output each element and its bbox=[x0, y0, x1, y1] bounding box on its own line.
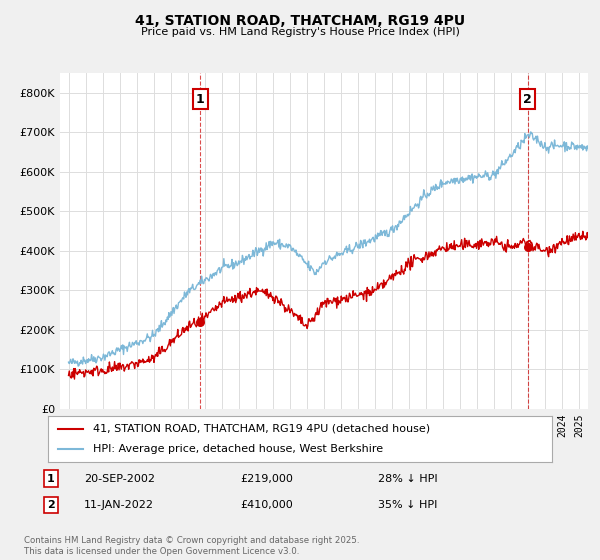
Text: 11-JAN-2022: 11-JAN-2022 bbox=[84, 500, 154, 510]
Point bbox=[195, 318, 205, 326]
Text: 2: 2 bbox=[523, 92, 532, 106]
Text: 20-SEP-2002: 20-SEP-2002 bbox=[84, 474, 155, 484]
Text: 1: 1 bbox=[47, 474, 55, 484]
Text: 1: 1 bbox=[196, 92, 205, 106]
Text: 41, STATION ROAD, THATCHAM, RG19 4PU (detached house): 41, STATION ROAD, THATCHAM, RG19 4PU (de… bbox=[94, 424, 430, 434]
Text: £410,000: £410,000 bbox=[240, 500, 293, 510]
Text: 2: 2 bbox=[47, 500, 55, 510]
Text: £219,000: £219,000 bbox=[240, 474, 293, 484]
Text: Contains HM Land Registry data © Crown copyright and database right 2025.
This d: Contains HM Land Registry data © Crown c… bbox=[24, 536, 359, 556]
Text: Price paid vs. HM Land Registry's House Price Index (HPI): Price paid vs. HM Land Registry's House … bbox=[140, 27, 460, 37]
Text: 35% ↓ HPI: 35% ↓ HPI bbox=[378, 500, 437, 510]
Text: 41, STATION ROAD, THATCHAM, RG19 4PU: 41, STATION ROAD, THATCHAM, RG19 4PU bbox=[135, 14, 465, 28]
Point bbox=[523, 242, 532, 251]
Text: 28% ↓ HPI: 28% ↓ HPI bbox=[378, 474, 437, 484]
Text: HPI: Average price, detached house, West Berkshire: HPI: Average price, detached house, West… bbox=[94, 444, 383, 454]
